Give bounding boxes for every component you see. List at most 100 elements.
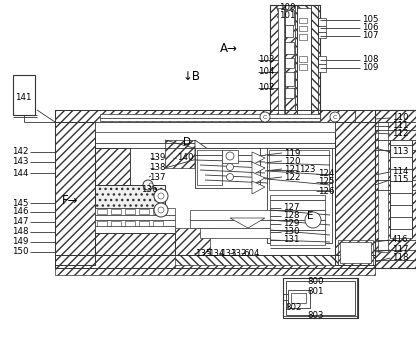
Bar (299, 18, 307, 23)
Bar (283, 278, 358, 318)
Text: 132: 132 (230, 249, 247, 258)
Text: 117: 117 (392, 246, 409, 254)
Text: E: E (307, 211, 314, 221)
Text: C: C (333, 115, 337, 120)
Polygon shape (270, 5, 295, 120)
Bar (278, 8, 284, 116)
Bar (284, 58, 294, 68)
Bar (288, 290, 310, 308)
Text: 107: 107 (362, 31, 379, 40)
Circle shape (260, 112, 270, 122)
Text: 113: 113 (392, 147, 409, 157)
Bar (270, 195, 325, 245)
Bar (335, 122, 375, 265)
Text: 138: 138 (149, 163, 166, 172)
Polygon shape (95, 233, 175, 255)
Bar (95, 233, 175, 255)
Circle shape (143, 180, 153, 190)
Polygon shape (55, 255, 375, 268)
Text: 100: 100 (279, 2, 295, 12)
Bar (299, 64, 307, 70)
Bar (100, 118, 320, 121)
Text: 149: 149 (12, 237, 28, 247)
Circle shape (330, 112, 340, 122)
Bar (13, 75, 35, 115)
Text: 802: 802 (285, 303, 302, 313)
Bar (284, 88, 294, 98)
Bar (200, 228, 290, 238)
Bar (95, 208, 175, 215)
Polygon shape (95, 148, 130, 185)
Circle shape (226, 152, 234, 160)
Bar (111, 221, 121, 226)
Polygon shape (195, 140, 215, 168)
Bar (95, 215, 175, 220)
Text: 134: 134 (208, 249, 225, 258)
Text: F→: F→ (62, 194, 79, 207)
Bar (197, 150, 222, 185)
Text: 103: 103 (258, 55, 275, 65)
Text: 102: 102 (258, 83, 275, 92)
Polygon shape (335, 122, 375, 265)
Bar (318, 18, 326, 26)
Text: 800: 800 (307, 277, 324, 287)
Text: 118: 118 (392, 253, 409, 263)
Text: 122: 122 (284, 172, 300, 182)
Text: A→: A→ (220, 41, 238, 54)
Text: 142: 142 (12, 147, 29, 157)
Bar (318, 64, 326, 72)
Text: 131: 131 (283, 236, 300, 245)
Bar (97, 209, 107, 214)
Polygon shape (175, 228, 210, 255)
Polygon shape (55, 255, 175, 268)
Polygon shape (252, 162, 265, 175)
Bar (318, 32, 326, 38)
Bar (95, 185, 165, 208)
Text: 123: 123 (299, 166, 315, 174)
Bar (269, 150, 329, 190)
Text: 125: 125 (318, 177, 334, 186)
Text: 145: 145 (12, 198, 29, 208)
Bar (95, 220, 175, 226)
Text: 128: 128 (283, 211, 300, 221)
Bar (139, 221, 149, 226)
Text: 124: 124 (318, 170, 334, 179)
Text: 137: 137 (149, 172, 166, 182)
Text: 133: 133 (220, 249, 237, 258)
Text: 146: 146 (12, 208, 29, 216)
Bar (95, 122, 335, 132)
Text: 150: 150 (12, 248, 29, 256)
Bar (195, 148, 260, 188)
Bar (297, 8, 311, 116)
Text: 141: 141 (15, 92, 32, 102)
Text: 135: 135 (195, 249, 211, 258)
Text: 105: 105 (362, 15, 379, 25)
Text: 148: 148 (12, 227, 29, 237)
Text: 803: 803 (307, 312, 324, 320)
Bar (299, 26, 307, 31)
Polygon shape (55, 122, 95, 265)
Text: 115: 115 (392, 175, 409, 184)
Bar (284, 72, 294, 86)
Text: 106: 106 (362, 24, 379, 32)
Text: 119: 119 (284, 148, 300, 158)
Bar (55, 110, 375, 122)
Text: 136: 136 (141, 185, 158, 195)
Bar (390, 140, 412, 238)
Text: 120: 120 (284, 157, 300, 166)
Text: 110: 110 (392, 114, 409, 122)
Bar (284, 42, 294, 54)
Circle shape (158, 207, 164, 213)
Polygon shape (375, 110, 416, 268)
Bar (111, 209, 121, 214)
Text: 130: 130 (283, 227, 300, 237)
Bar (284, 10, 294, 25)
Polygon shape (95, 185, 165, 208)
Circle shape (226, 173, 233, 181)
Text: 129: 129 (283, 220, 300, 228)
Text: 101: 101 (279, 12, 295, 21)
Circle shape (158, 193, 164, 199)
Bar (153, 221, 163, 226)
Bar (55, 255, 375, 268)
Text: 111: 111 (392, 121, 409, 131)
